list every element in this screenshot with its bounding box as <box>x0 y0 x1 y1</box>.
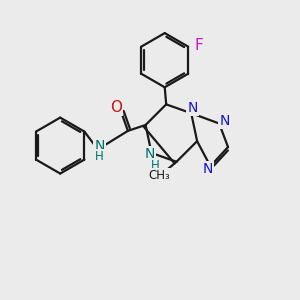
Text: N: N <box>188 101 198 115</box>
Text: H: H <box>95 150 104 163</box>
Text: F: F <box>194 38 203 53</box>
Text: O: O <box>110 100 122 115</box>
Text: N: N <box>202 162 213 176</box>
Text: N: N <box>219 114 230 128</box>
Text: CH₃: CH₃ <box>149 169 171 182</box>
Text: N: N <box>145 147 155 161</box>
Text: N: N <box>94 139 104 153</box>
Text: H: H <box>151 159 159 172</box>
